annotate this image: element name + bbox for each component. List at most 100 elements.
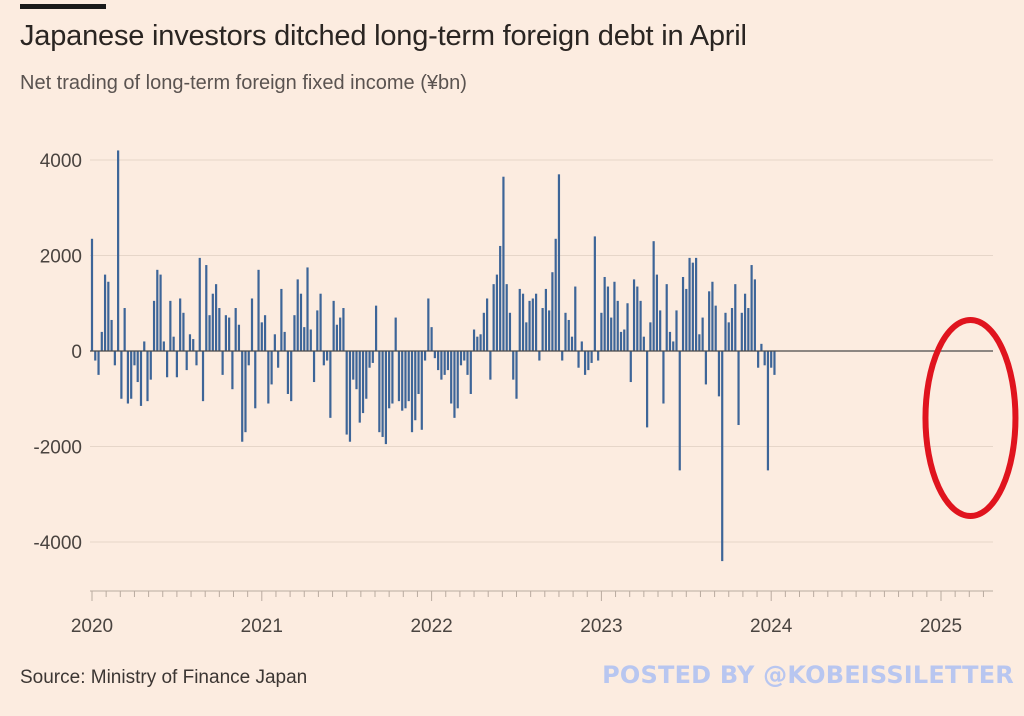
bar <box>554 238 557 351</box>
bar <box>110 319 113 351</box>
chart-subtitle: Net trading of long-term foreign fixed i… <box>20 72 467 94</box>
bar <box>701 317 704 351</box>
bar <box>107 281 110 351</box>
bar <box>466 351 469 375</box>
bar <box>453 351 456 418</box>
bar <box>534 293 538 351</box>
bar <box>486 298 489 351</box>
bar <box>593 236 596 351</box>
bar <box>126 351 130 404</box>
bar <box>143 341 146 351</box>
bar <box>133 351 136 366</box>
bar <box>538 351 541 361</box>
bar <box>214 284 218 351</box>
bar <box>570 336 574 351</box>
bar <box>695 257 698 351</box>
bar <box>182 312 185 351</box>
bar <box>753 279 756 352</box>
bar <box>397 351 401 402</box>
bar <box>205 265 208 351</box>
bar <box>574 286 577 351</box>
bar <box>773 351 776 375</box>
bar <box>90 238 94 351</box>
bar <box>306 267 309 351</box>
bar <box>401 351 404 411</box>
x-tick-label: 2025 <box>920 616 962 637</box>
bar <box>714 305 717 351</box>
y-tick-label: -4000 <box>33 533 82 554</box>
bar <box>290 351 293 402</box>
bar <box>766 351 770 471</box>
bar <box>544 288 547 351</box>
x-tick-label: 2021 <box>241 616 283 637</box>
bar <box>727 322 730 351</box>
bar <box>388 351 391 409</box>
bar <box>734 284 737 351</box>
bar <box>123 308 126 351</box>
highlight-layer <box>922 317 1019 519</box>
bar <box>567 319 570 351</box>
bar <box>244 351 247 433</box>
bar <box>352 351 355 380</box>
bar <box>267 351 270 404</box>
bar <box>345 351 348 435</box>
highlight-circle <box>922 317 1019 519</box>
bar <box>378 351 381 433</box>
bar <box>711 281 714 351</box>
bar <box>231 351 234 390</box>
bar <box>564 312 567 351</box>
bar <box>404 351 407 409</box>
bar <box>469 351 472 394</box>
bar <box>228 317 231 351</box>
bar <box>188 334 192 351</box>
bar <box>437 351 440 371</box>
bar <box>577 351 580 368</box>
bar <box>250 298 254 351</box>
bar <box>750 265 753 351</box>
bar <box>583 351 587 375</box>
bar <box>672 341 675 351</box>
bar <box>162 341 165 351</box>
bar <box>211 293 214 351</box>
bar <box>247 351 250 366</box>
bar <box>319 293 322 351</box>
bar <box>175 351 178 378</box>
bar <box>476 336 479 351</box>
bar <box>192 339 195 351</box>
bar <box>103 274 107 351</box>
bar <box>691 262 694 351</box>
bar <box>652 241 655 351</box>
bar <box>597 351 600 361</box>
bar <box>639 300 642 351</box>
bar <box>417 351 420 394</box>
bar <box>368 351 371 368</box>
bar <box>423 351 427 361</box>
bar <box>740 312 743 351</box>
bar <box>515 351 518 399</box>
bar <box>548 310 551 351</box>
bar <box>737 351 740 426</box>
bar <box>668 331 672 351</box>
bar <box>678 351 681 471</box>
bar <box>443 351 446 375</box>
bar <box>260 322 263 351</box>
bar <box>763 351 766 366</box>
bar <box>241 351 244 442</box>
bar <box>629 351 632 383</box>
bar <box>433 351 436 359</box>
bar <box>518 288 521 351</box>
bar <box>277 351 280 368</box>
bar <box>166 351 169 378</box>
bar <box>721 351 724 562</box>
bar <box>371 351 374 363</box>
bar <box>636 286 639 351</box>
bar <box>254 351 257 409</box>
bar <box>489 351 492 380</box>
bar <box>410 351 414 433</box>
bar <box>704 351 707 385</box>
bar <box>303 327 306 352</box>
bar <box>459 351 463 366</box>
bar <box>149 351 152 380</box>
bar <box>221 351 224 375</box>
bar <box>381 351 384 437</box>
